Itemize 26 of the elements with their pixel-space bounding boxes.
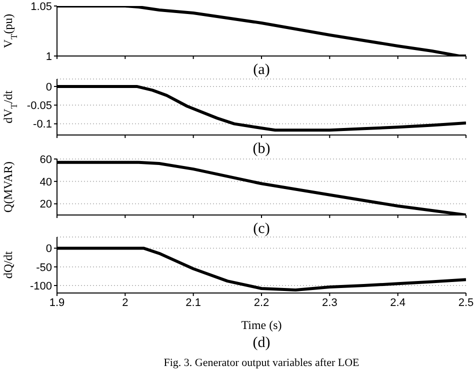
x-tick-label: 2 (122, 296, 128, 309)
y-axis-title: dQ/dt (1, 250, 15, 279)
y-tick-label: 0 (46, 81, 52, 94)
y-tick-label: 20 (40, 198, 52, 211)
y-tick-label: 1 (46, 50, 52, 63)
y-tick-label: 40 (40, 176, 52, 188)
y-tick-label: -0.1 (33, 118, 52, 131)
y-tick-label: 60 (40, 154, 52, 166)
y-axis-title: Q(MVAR) (1, 161, 15, 213)
y-tick-label: -100 (30, 280, 52, 292)
y-tick-label: -50 (36, 262, 52, 274)
text: (a) (252, 61, 271, 80)
x-tick-label: 2.2 (254, 296, 270, 309)
x-tick-label: 2.4 (390, 296, 406, 309)
y-tick-label: 0 (46, 243, 52, 256)
text: (d) (252, 334, 272, 353)
x-tick-label: 1.9 (49, 296, 65, 309)
x-tick-label: 2.5 (458, 296, 474, 309)
y-tick-label: 1.05 (30, 0, 52, 13)
x-axis-title: Time (s) (241, 318, 282, 332)
y-tick-label: -0.05 (26, 100, 52, 112)
text: (b) (252, 140, 272, 159)
x-tick-label: 2.3 (322, 296, 338, 309)
x-tick-label: 2.1 (186, 296, 201, 309)
caption: Fig. 3. Generator output variables after LOE (162, 356, 360, 371)
annotation: (c) (252, 220, 271, 239)
